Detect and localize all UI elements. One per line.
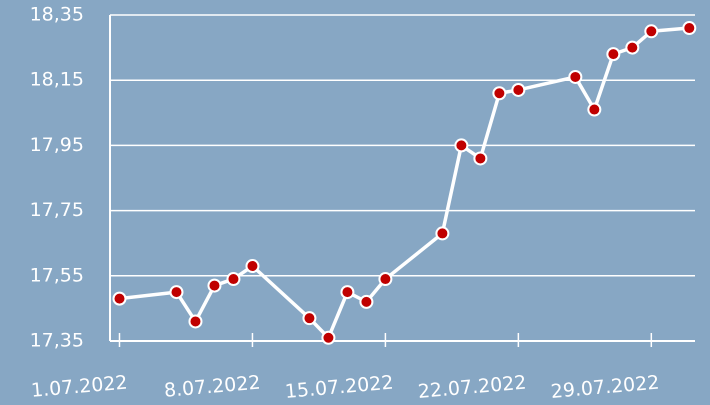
point <box>359 294 374 309</box>
point <box>511 82 526 97</box>
point <box>188 314 203 329</box>
point <box>302 311 317 326</box>
point <box>587 102 602 117</box>
y-tick-label: 18,15 <box>30 69 84 91</box>
y-tick-label: 17,95 <box>30 134 84 156</box>
series-line <box>119 26 690 340</box>
y-tick-label: 17,75 <box>30 199 84 221</box>
y-tick-label: 17,35 <box>30 330 84 352</box>
point <box>473 151 488 166</box>
y-tick-label: 18,35 <box>30 4 84 26</box>
x-tick-label: 8.07.2022 <box>163 372 261 402</box>
point <box>682 21 697 36</box>
point <box>606 47 621 62</box>
point <box>625 40 640 55</box>
point <box>112 291 127 306</box>
point <box>568 69 583 84</box>
y-tick-label: 17,55 <box>30 264 84 286</box>
point <box>378 272 393 287</box>
x-tick-label: 1.07.2022 <box>30 372 128 402</box>
point <box>454 138 469 153</box>
point <box>169 285 184 300</box>
point <box>340 285 355 300</box>
point <box>321 330 336 345</box>
x-tick-label: 15.07.2022 <box>284 372 394 403</box>
x-tick-label: 29.07.2022 <box>550 372 660 403</box>
point <box>644 24 659 39</box>
point <box>226 272 241 287</box>
x-tick-label: 22.07.2022 <box>417 372 527 403</box>
point <box>207 278 222 293</box>
point <box>492 86 507 101</box>
point <box>435 226 450 241</box>
point <box>245 259 260 274</box>
